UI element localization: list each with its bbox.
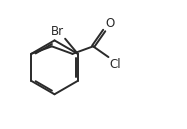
Text: O: O [105, 17, 114, 30]
Text: Cl: Cl [109, 58, 121, 71]
Text: Br: Br [51, 25, 64, 38]
